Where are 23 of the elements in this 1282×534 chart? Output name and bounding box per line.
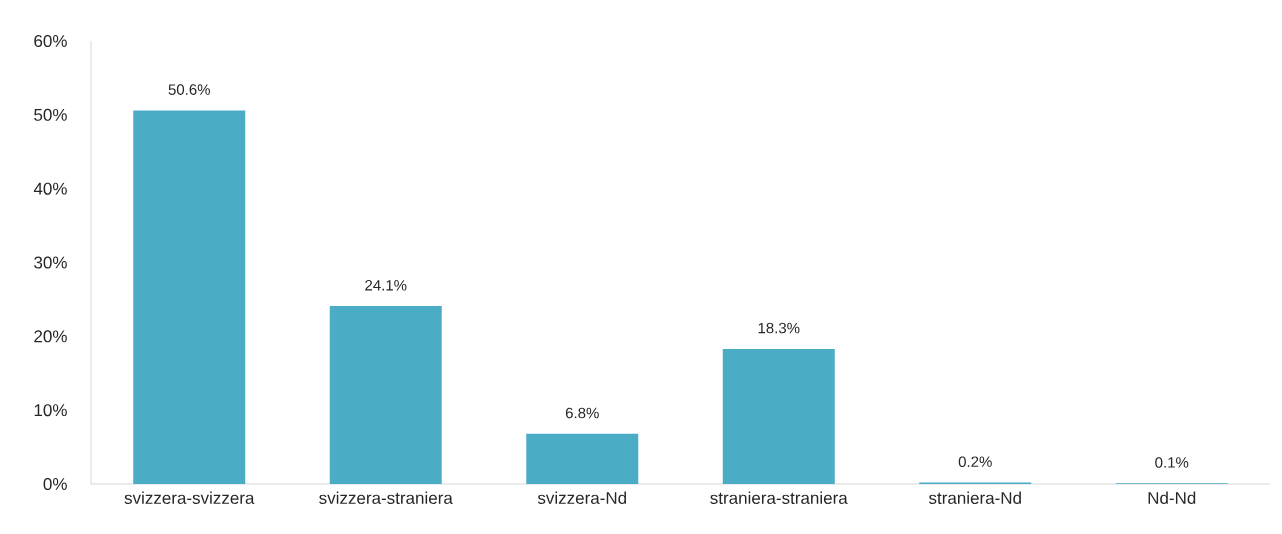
data-label: 0.2%: [958, 456, 992, 467]
bar: [722, 348, 835, 484]
bar: [133, 110, 246, 484]
data-label: 18.3%: [758, 322, 800, 334]
bar: [526, 433, 639, 484]
x-tick-label: svizzera-straniera: [319, 491, 453, 505]
y-tick-label: 10%: [34, 404, 67, 417]
x-tick-label: svizzera-svizzera: [124, 491, 255, 505]
data-label: 24.1%: [365, 279, 407, 291]
x-tick-label: svizzera-Nd: [537, 491, 627, 505]
x-tick-label: straniera-Nd: [928, 491, 1021, 505]
y-tick-label: 40%: [33, 182, 67, 195]
y-tick-label: 30%: [34, 256, 67, 269]
y-tick-label: 0%: [43, 477, 67, 491]
data-label: 6.8%: [565, 407, 599, 419]
y-tick-label: 50%: [34, 108, 67, 121]
x-tick-label: straniera-straniera: [710, 491, 848, 505]
y-tick-label: 60%: [34, 34, 67, 48]
data-label: 50.6%: [168, 84, 210, 95]
x-tick-label: Nd-Nd: [1148, 491, 1196, 505]
bar: [329, 306, 442, 484]
y-tick-label: 20%: [34, 330, 67, 343]
data-label: 0.1%: [1155, 457, 1189, 468]
